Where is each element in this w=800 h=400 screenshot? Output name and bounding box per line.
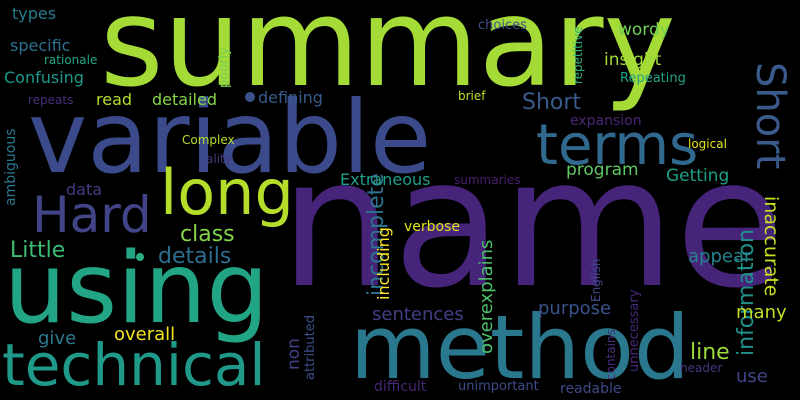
word-terms: terms xyxy=(536,113,699,178)
word-repeats: repeats xyxy=(28,93,74,107)
word-overall: overall xyxy=(114,324,176,345)
word-detailed: detailed xyxy=(152,90,217,109)
word-ambiguous: ambiguous xyxy=(3,128,19,207)
word-specific: specific xyxy=(10,36,71,55)
word-class: class xyxy=(180,222,235,247)
word-understand: Short xyxy=(522,90,582,115)
word-repeating: Repeating xyxy=(620,71,686,86)
word-unnecessary: unnecessary xyxy=(627,289,642,372)
word-wordy: wordy xyxy=(618,20,670,40)
word-non: non xyxy=(284,338,304,370)
word-verbose: verbose xyxy=(404,219,461,235)
word-name: name xyxy=(280,120,785,327)
word-attributed: attributed xyxy=(303,315,318,380)
word-little: Little xyxy=(10,238,66,263)
word-hard: Hard xyxy=(32,186,152,244)
word-getting: Getting xyxy=(666,166,730,186)
word-appear: appear xyxy=(688,246,752,267)
word-details: details xyxy=(158,244,232,269)
word-difficult: difficult xyxy=(374,379,427,395)
word-expansion: expansion xyxy=(570,113,642,129)
word-unimportant: unimportant xyxy=(458,379,539,394)
word-brief: brief xyxy=(458,89,486,103)
word-summary: summary xyxy=(100,0,676,114)
word-data: data xyxy=(66,180,103,199)
word-extraneous: Extraneous xyxy=(340,170,431,189)
word-readable: readable xyxy=(560,381,622,397)
word-poorly: poorly xyxy=(217,47,232,88)
word-summaries: summaries xyxy=(454,173,521,187)
word-complex: Complex xyxy=(182,133,235,147)
word-variable: variable xyxy=(28,79,432,196)
word-use: use xyxy=(736,366,768,387)
word-repetitive: repetitive xyxy=(571,26,585,84)
dot-2 xyxy=(136,253,144,261)
word-overexplains: overexplains xyxy=(476,239,497,354)
word-inaccurate: inaccurate xyxy=(760,196,782,297)
word-choices: choices xyxy=(478,18,527,33)
word-line: line xyxy=(690,340,730,365)
word-many: many xyxy=(736,302,787,323)
word-ality: ality xyxy=(206,152,232,166)
word-logical: logical xyxy=(688,137,727,151)
dot-1 xyxy=(245,92,255,102)
word-technical: technical xyxy=(2,331,266,399)
word-purpose: purpose xyxy=(538,298,612,319)
word-sentences: sentences xyxy=(372,304,464,325)
word-short: Short xyxy=(747,62,793,170)
word-insight: insight xyxy=(604,50,662,70)
word-give: give xyxy=(38,328,77,349)
word-contains: contains xyxy=(604,329,618,380)
word-including: including xyxy=(374,227,393,300)
word-defining: defining xyxy=(258,88,323,107)
word-confusing: Confusing xyxy=(4,68,84,87)
word-method: method xyxy=(350,296,690,399)
word-program: program xyxy=(566,160,639,180)
word-rationale: rationale xyxy=(44,53,98,67)
word-header: header xyxy=(680,361,723,375)
word-read: read xyxy=(96,90,133,109)
word-long: long xyxy=(160,156,294,229)
word-english: English xyxy=(589,258,603,302)
word-types: types xyxy=(12,4,57,23)
